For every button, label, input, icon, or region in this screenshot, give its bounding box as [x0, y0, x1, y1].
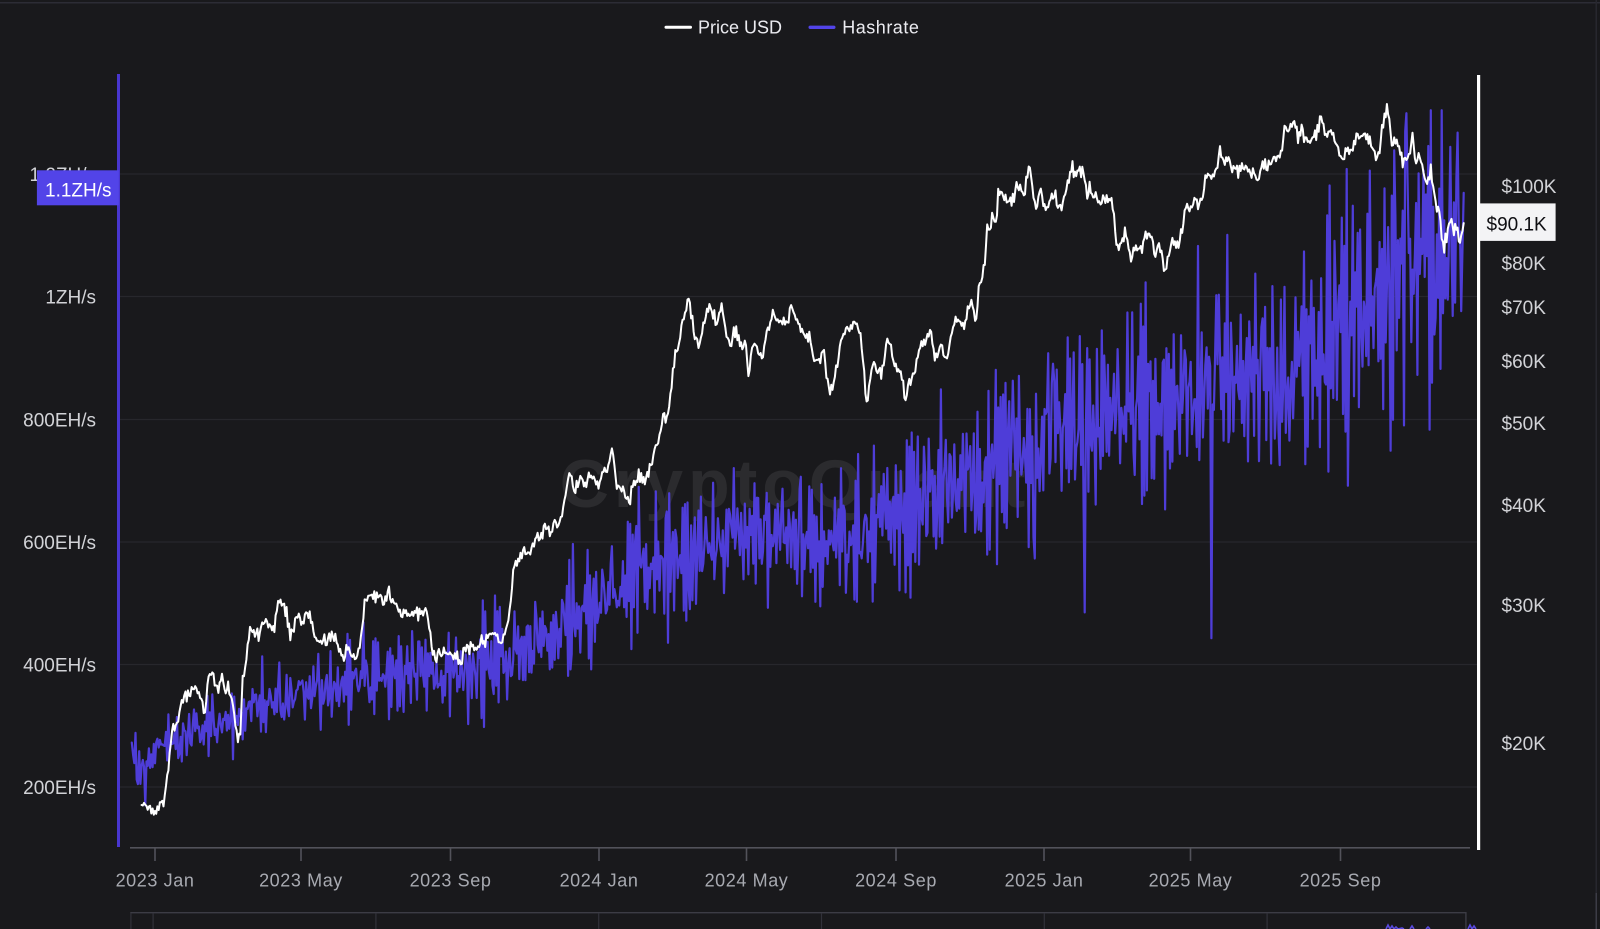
svg-text:Price USD: Price USD [698, 18, 782, 38]
svg-text:$90.1K: $90.1K [1487, 215, 1548, 236]
svg-text:2024 May: 2024 May [705, 871, 789, 891]
svg-text:$40K: $40K [1502, 496, 1547, 517]
svg-text:Hashrate: Hashrate [842, 18, 919, 38]
svg-text:400EH/s: 400EH/s [23, 656, 96, 677]
svg-text:2025 May: 2025 May [1149, 871, 1233, 891]
svg-text:$80K: $80K [1502, 254, 1547, 275]
svg-text:$100K: $100K [1502, 177, 1557, 198]
svg-text:$30K: $30K [1502, 596, 1547, 617]
svg-text:1ZH/s: 1ZH/s [45, 288, 96, 309]
svg-text:200EH/s: 200EH/s [23, 778, 96, 799]
svg-text:2023 Sep: 2023 Sep [410, 871, 492, 891]
svg-text:$50K: $50K [1502, 414, 1547, 435]
svg-text:2023 May: 2023 May [259, 871, 343, 891]
svg-text:2025 Sep: 2025 Sep [1300, 871, 1382, 891]
svg-text:2024 Sep: 2024 Sep [855, 871, 937, 891]
svg-text:2023 Jan: 2023 Jan [116, 871, 195, 891]
svg-text:2024 Jan: 2024 Jan [560, 871, 639, 891]
svg-text:1.1ZH/s: 1.1ZH/s [45, 181, 112, 202]
svg-text:$70K: $70K [1502, 298, 1547, 319]
svg-text:2025 Jan: 2025 Jan [1005, 871, 1084, 891]
svg-text:800EH/s: 800EH/s [23, 411, 96, 432]
svg-text:$20K: $20K [1502, 734, 1547, 755]
svg-text:$60K: $60K [1502, 352, 1547, 373]
svg-text:600EH/s: 600EH/s [23, 533, 96, 554]
